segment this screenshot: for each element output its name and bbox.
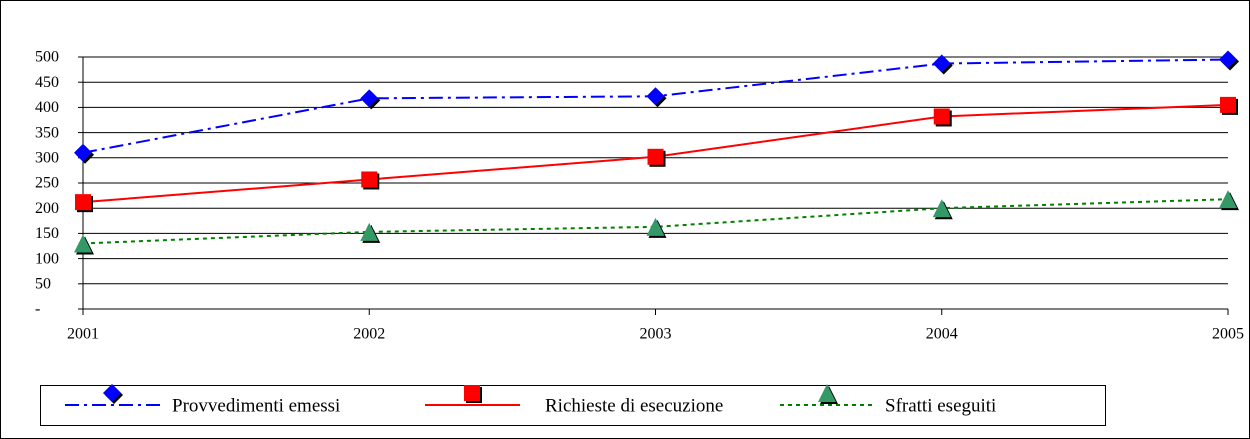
data-point <box>74 234 92 253</box>
legend-label: Richieste di esecuzione <box>545 395 723 416</box>
data-point <box>647 148 664 165</box>
data-point <box>360 222 379 241</box>
y-tick-label: 300 <box>35 149 59 166</box>
x-tick-label: 2001 <box>67 326 99 343</box>
data-point <box>646 217 665 236</box>
x-tick-label: 2003 <box>640 326 672 343</box>
legend-marker <box>818 384 836 402</box>
x-tick-label: 2005 <box>1212 326 1244 343</box>
x-tick-label: 2004 <box>926 326 958 343</box>
data-point <box>75 194 91 211</box>
data-point <box>74 143 92 162</box>
y-tick-label: - <box>35 301 40 318</box>
data-point <box>360 89 379 108</box>
legend-box <box>40 385 1106 426</box>
x-tick-label: 2002 <box>353 326 385 343</box>
y-tick-label: 150 <box>35 225 59 242</box>
y-tick-label: 250 <box>35 175 59 192</box>
y-tick-label: 350 <box>35 124 59 141</box>
y-tick-label: 100 <box>35 250 59 267</box>
data-point <box>361 171 378 188</box>
data-point <box>1219 50 1237 69</box>
legend-label: Sfratti eseguiti <box>885 395 996 416</box>
legend-marker <box>464 385 480 401</box>
data-point <box>1220 96 1236 113</box>
legend-marker <box>103 384 121 402</box>
y-tick-label: 500 <box>35 49 59 66</box>
legend-label: Provvedimenti emessi <box>172 395 340 416</box>
y-tick-label: 400 <box>35 99 59 116</box>
data-point <box>932 54 951 73</box>
y-tick-label: 200 <box>35 200 59 217</box>
series-line <box>82 198 1229 245</box>
data-point <box>933 108 950 125</box>
y-tick-label: 450 <box>35 74 59 91</box>
data-point <box>646 87 665 106</box>
y-tick-label: 50 <box>35 275 51 292</box>
data-point <box>932 199 951 218</box>
data-point <box>1219 190 1237 209</box>
